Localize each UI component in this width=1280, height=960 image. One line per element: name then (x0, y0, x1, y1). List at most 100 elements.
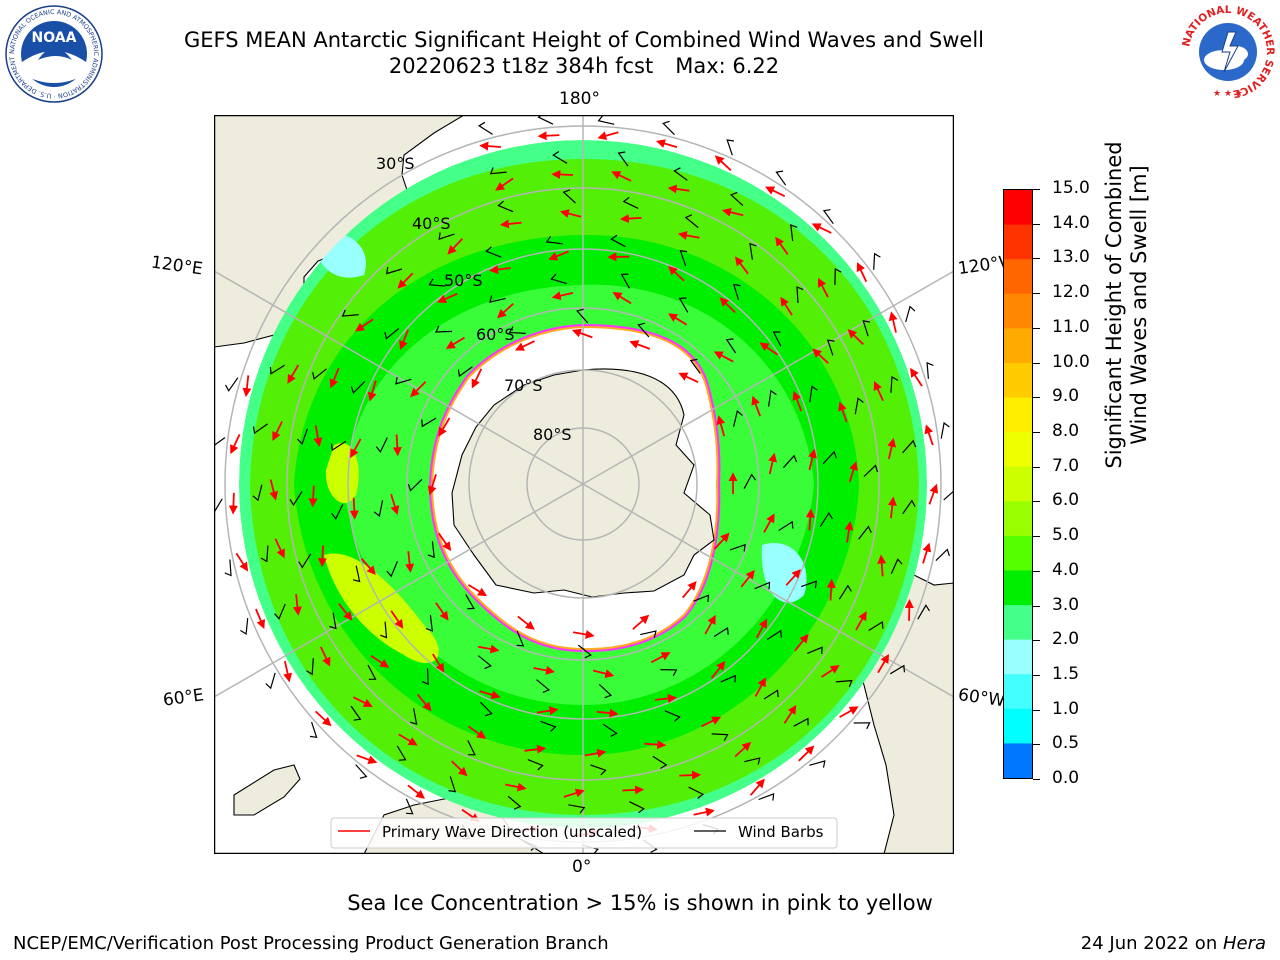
wave-direction-arrow (524, 744, 547, 754)
wave-direction-arrow (536, 706, 559, 716)
wind-barb (819, 511, 833, 527)
colorbar-title-line2: Wind Waves and Swell [m] (1127, 165, 1151, 445)
wind-barb (807, 646, 823, 654)
wind-barb (854, 397, 864, 415)
wave-direction-arrow (445, 336, 465, 349)
wave-direction-arrow (887, 496, 897, 519)
label-50s: 50°S (444, 271, 483, 290)
wave-direction-arrow (855, 611, 867, 631)
colorbar-tick (1033, 258, 1040, 260)
wind-barb (568, 804, 586, 814)
wave-direction-arrow (887, 437, 897, 460)
wave-direction-arrow (798, 745, 815, 762)
wind-barb (527, 759, 544, 771)
wind-barb (477, 655, 492, 670)
wave-direction-arrow (838, 401, 848, 423)
wave-direction-arrow (392, 434, 402, 457)
wind-barb (329, 612, 337, 630)
wave-direction-arrow (756, 618, 768, 639)
colorbar-band (1004, 708, 1032, 745)
label-70s: 70°S (504, 376, 543, 395)
wave-direction-arrow (479, 690, 501, 700)
wave-direction-arrow (928, 483, 939, 505)
wave-direction-arrow (667, 184, 690, 194)
wave-direction-arrow (740, 569, 755, 588)
colorbar-tick-label: 13.0 (1052, 247, 1090, 268)
colorbar-tick (1033, 709, 1040, 711)
wave-direction-arrow (397, 272, 414, 289)
wave-direction-arrow (551, 169, 574, 179)
colorbar-tick (1033, 501, 1040, 503)
wind-barb (926, 361, 934, 379)
wave-direction-arrow (563, 788, 585, 798)
wave-direction-arrow (765, 186, 786, 198)
colorbar-tick-label: 15.0 (1052, 178, 1090, 198)
wave-direction-arrow (682, 581, 697, 599)
wind-barb (693, 594, 710, 603)
wind-barb (407, 478, 423, 492)
wave-direction-arrow (888, 311, 898, 333)
wave-direction-arrow (437, 292, 458, 304)
colorbar-band (1004, 501, 1032, 537)
wave-direction-arrow (572, 630, 595, 639)
wind-barb (536, 679, 551, 694)
wave-direction-arrow (427, 474, 437, 496)
meridian-60w (582, 483, 954, 698)
wind-barb (214, 498, 223, 514)
colorbar-band (1004, 328, 1032, 364)
wind-barb (834, 268, 842, 286)
wave-direction-arrow (826, 578, 836, 601)
wave-direction-arrow (338, 603, 353, 621)
wave-direction-arrow (763, 513, 775, 533)
wind-barb (754, 581, 771, 590)
wind-barb (905, 305, 916, 323)
wind-barb (485, 246, 502, 258)
footer-date-text: 24 Jun 2022 on (1080, 933, 1223, 954)
wave-direction-arrow (390, 493, 400, 516)
wind-barb (421, 417, 437, 428)
wind-barb (457, 366, 473, 378)
wave-direction-arrow (612, 291, 632, 305)
wind-barb (726, 139, 734, 156)
plot-title-line1: GEFS MEAN Antarctic Significant Height o… (183, 28, 985, 52)
wave-direction-arrow (811, 223, 832, 234)
wave-direction-arrow (467, 725, 487, 739)
colorbar-tick (1033, 570, 1040, 572)
wave-direction-arrow (242, 375, 252, 398)
wave-direction-arrow (349, 497, 359, 520)
label-180: 180° (559, 89, 600, 109)
wind-barb (508, 326, 526, 334)
meridian-120e (214, 270, 584, 485)
wave-direction-arrow (314, 710, 332, 727)
wave-direction-arrow (356, 754, 378, 764)
wind-barb (629, 801, 645, 814)
wind-barb (545, 235, 563, 245)
wave-direction-arrow (432, 653, 445, 673)
wave-direction-arrow (514, 340, 535, 351)
label-120w: 120°W (956, 252, 1005, 280)
wind-barb (309, 721, 318, 739)
wave-direction-arrow (713, 351, 734, 363)
colorbar-title-line1: Significant Height of Combined (1102, 141, 1126, 469)
colorbar-band (1004, 743, 1032, 778)
wind-barb (917, 604, 931, 620)
wave-direction-arrow (505, 782, 527, 792)
wind-barb (410, 708, 418, 725)
wave-direction-arrows (228, 131, 939, 838)
meridian-120w (582, 270, 954, 485)
colorbar-tick (1033, 536, 1040, 538)
antarctic-wave-map: 30°S 40°S 50°S 60°S 70°S 80°S Primary Wa… (214, 115, 954, 854)
wave-direction-arrow (716, 415, 726, 437)
colorbar-tick-label: 3.0 (1052, 594, 1080, 615)
wind-barb (590, 764, 607, 776)
nws-star-icon: ★ ★ ★ (1213, 89, 1243, 99)
colorbar-band (1004, 674, 1032, 710)
wave-direction-arrow (751, 395, 761, 417)
wind-barb (240, 618, 249, 636)
wave-direction-arrow (619, 214, 642, 224)
wave-direction-arrow (759, 342, 779, 356)
wind-barb (732, 283, 741, 300)
wind-barb (660, 669, 678, 677)
wind-barb (809, 385, 818, 403)
wind-barb (733, 410, 743, 427)
